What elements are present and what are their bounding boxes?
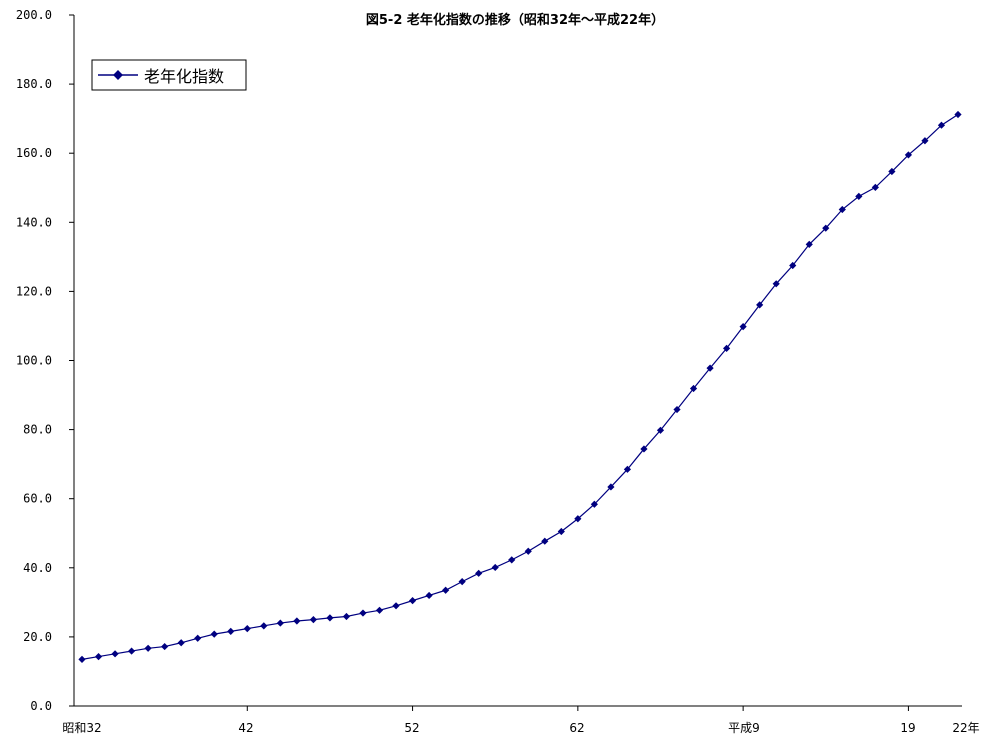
data-point	[177, 639, 185, 647]
y-tick-label: 20.0	[23, 630, 52, 644]
data-point	[623, 465, 632, 473]
x-tick-label: 62	[569, 721, 584, 735]
x-tick-label: 19	[900, 721, 915, 735]
data-point	[127, 647, 136, 655]
x-tick-label: 42	[238, 721, 253, 735]
data-point	[144, 644, 152, 652]
data-point	[491, 563, 499, 572]
x-tick-label: 平成9	[728, 721, 760, 735]
data-point	[789, 261, 797, 270]
data-point	[888, 167, 896, 176]
data-point	[359, 609, 367, 617]
data-point	[607, 483, 615, 491]
axes	[73, 15, 962, 707]
data-point	[689, 384, 698, 393]
data-point	[954, 110, 962, 119]
data-point	[871, 183, 879, 191]
data-point	[524, 547, 532, 555]
data-point	[309, 616, 317, 624]
data-point	[375, 606, 384, 614]
data-point	[243, 625, 251, 633]
data-point	[706, 364, 714, 372]
y-tick-label: 80.0	[23, 423, 52, 437]
data-point	[508, 556, 516, 564]
data-point	[392, 602, 400, 610]
data-point	[656, 426, 665, 434]
data-point	[937, 121, 946, 129]
y-tick-label: 0.0	[30, 699, 52, 713]
data-point	[78, 655, 86, 663]
data-point	[260, 622, 268, 630]
data-point	[772, 280, 780, 288]
data-point	[838, 205, 846, 214]
y-tick-label: 120.0	[16, 284, 52, 298]
data-point	[805, 240, 813, 249]
data-point	[293, 617, 301, 625]
x-axis-ticks: 昭和32 42 52 62 平成9 19 22年	[62, 706, 980, 735]
x-tick-label: 22年	[952, 721, 979, 735]
y-tick-label: 60.0	[23, 492, 52, 506]
data-point	[921, 137, 929, 145]
data-point	[210, 630, 218, 638]
y-axis-ticks: 0.0 20.0 40.0 60.0 80.0 100.0 120.0 140.0 160.0 1…	[16, 8, 74, 713]
data-point	[723, 344, 731, 353]
y-tick-label: 100.0	[16, 354, 52, 368]
data-point	[640, 445, 648, 453]
data-point	[276, 619, 284, 627]
legend: 老年化指数	[91, 59, 247, 91]
data-point	[855, 192, 863, 200]
data-point	[541, 537, 549, 545]
chart-title: 図5-2 老年化指数の推移（昭和32年～平成22年）	[366, 12, 664, 28]
y-tick-label: 40.0	[23, 561, 52, 575]
data-point	[475, 569, 483, 577]
x-tick-label: 52	[404, 721, 419, 735]
series-layer	[78, 110, 962, 663]
legend-marker	[113, 70, 123, 80]
y-tick-label: 160.0	[16, 146, 52, 160]
y-tick-label: 180.0	[16, 77, 52, 91]
data-point	[408, 597, 417, 605]
data-point	[458, 578, 466, 586]
data-point	[94, 652, 103, 661]
data-point	[904, 151, 913, 159]
data-point	[739, 323, 747, 331]
legend-label: 老年化指数	[144, 67, 224, 86]
data-point	[756, 301, 764, 309]
data-point	[590, 500, 598, 508]
x-tick-label: 昭和32	[62, 721, 101, 735]
data-point	[574, 515, 582, 523]
data-point	[342, 612, 351, 621]
y-tick-label: 200.0	[16, 8, 52, 22]
data-point	[673, 405, 681, 414]
data-point	[194, 634, 202, 642]
data-point	[326, 614, 334, 622]
data-point	[111, 650, 119, 658]
y-tick-label: 140.0	[16, 215, 52, 229]
data-point	[425, 591, 433, 600]
data-point	[822, 224, 830, 232]
series-line	[81, 113, 959, 660]
data-point	[227, 627, 235, 635]
data-point	[557, 527, 565, 536]
data-point	[442, 586, 450, 594]
data-point	[161, 642, 169, 651]
